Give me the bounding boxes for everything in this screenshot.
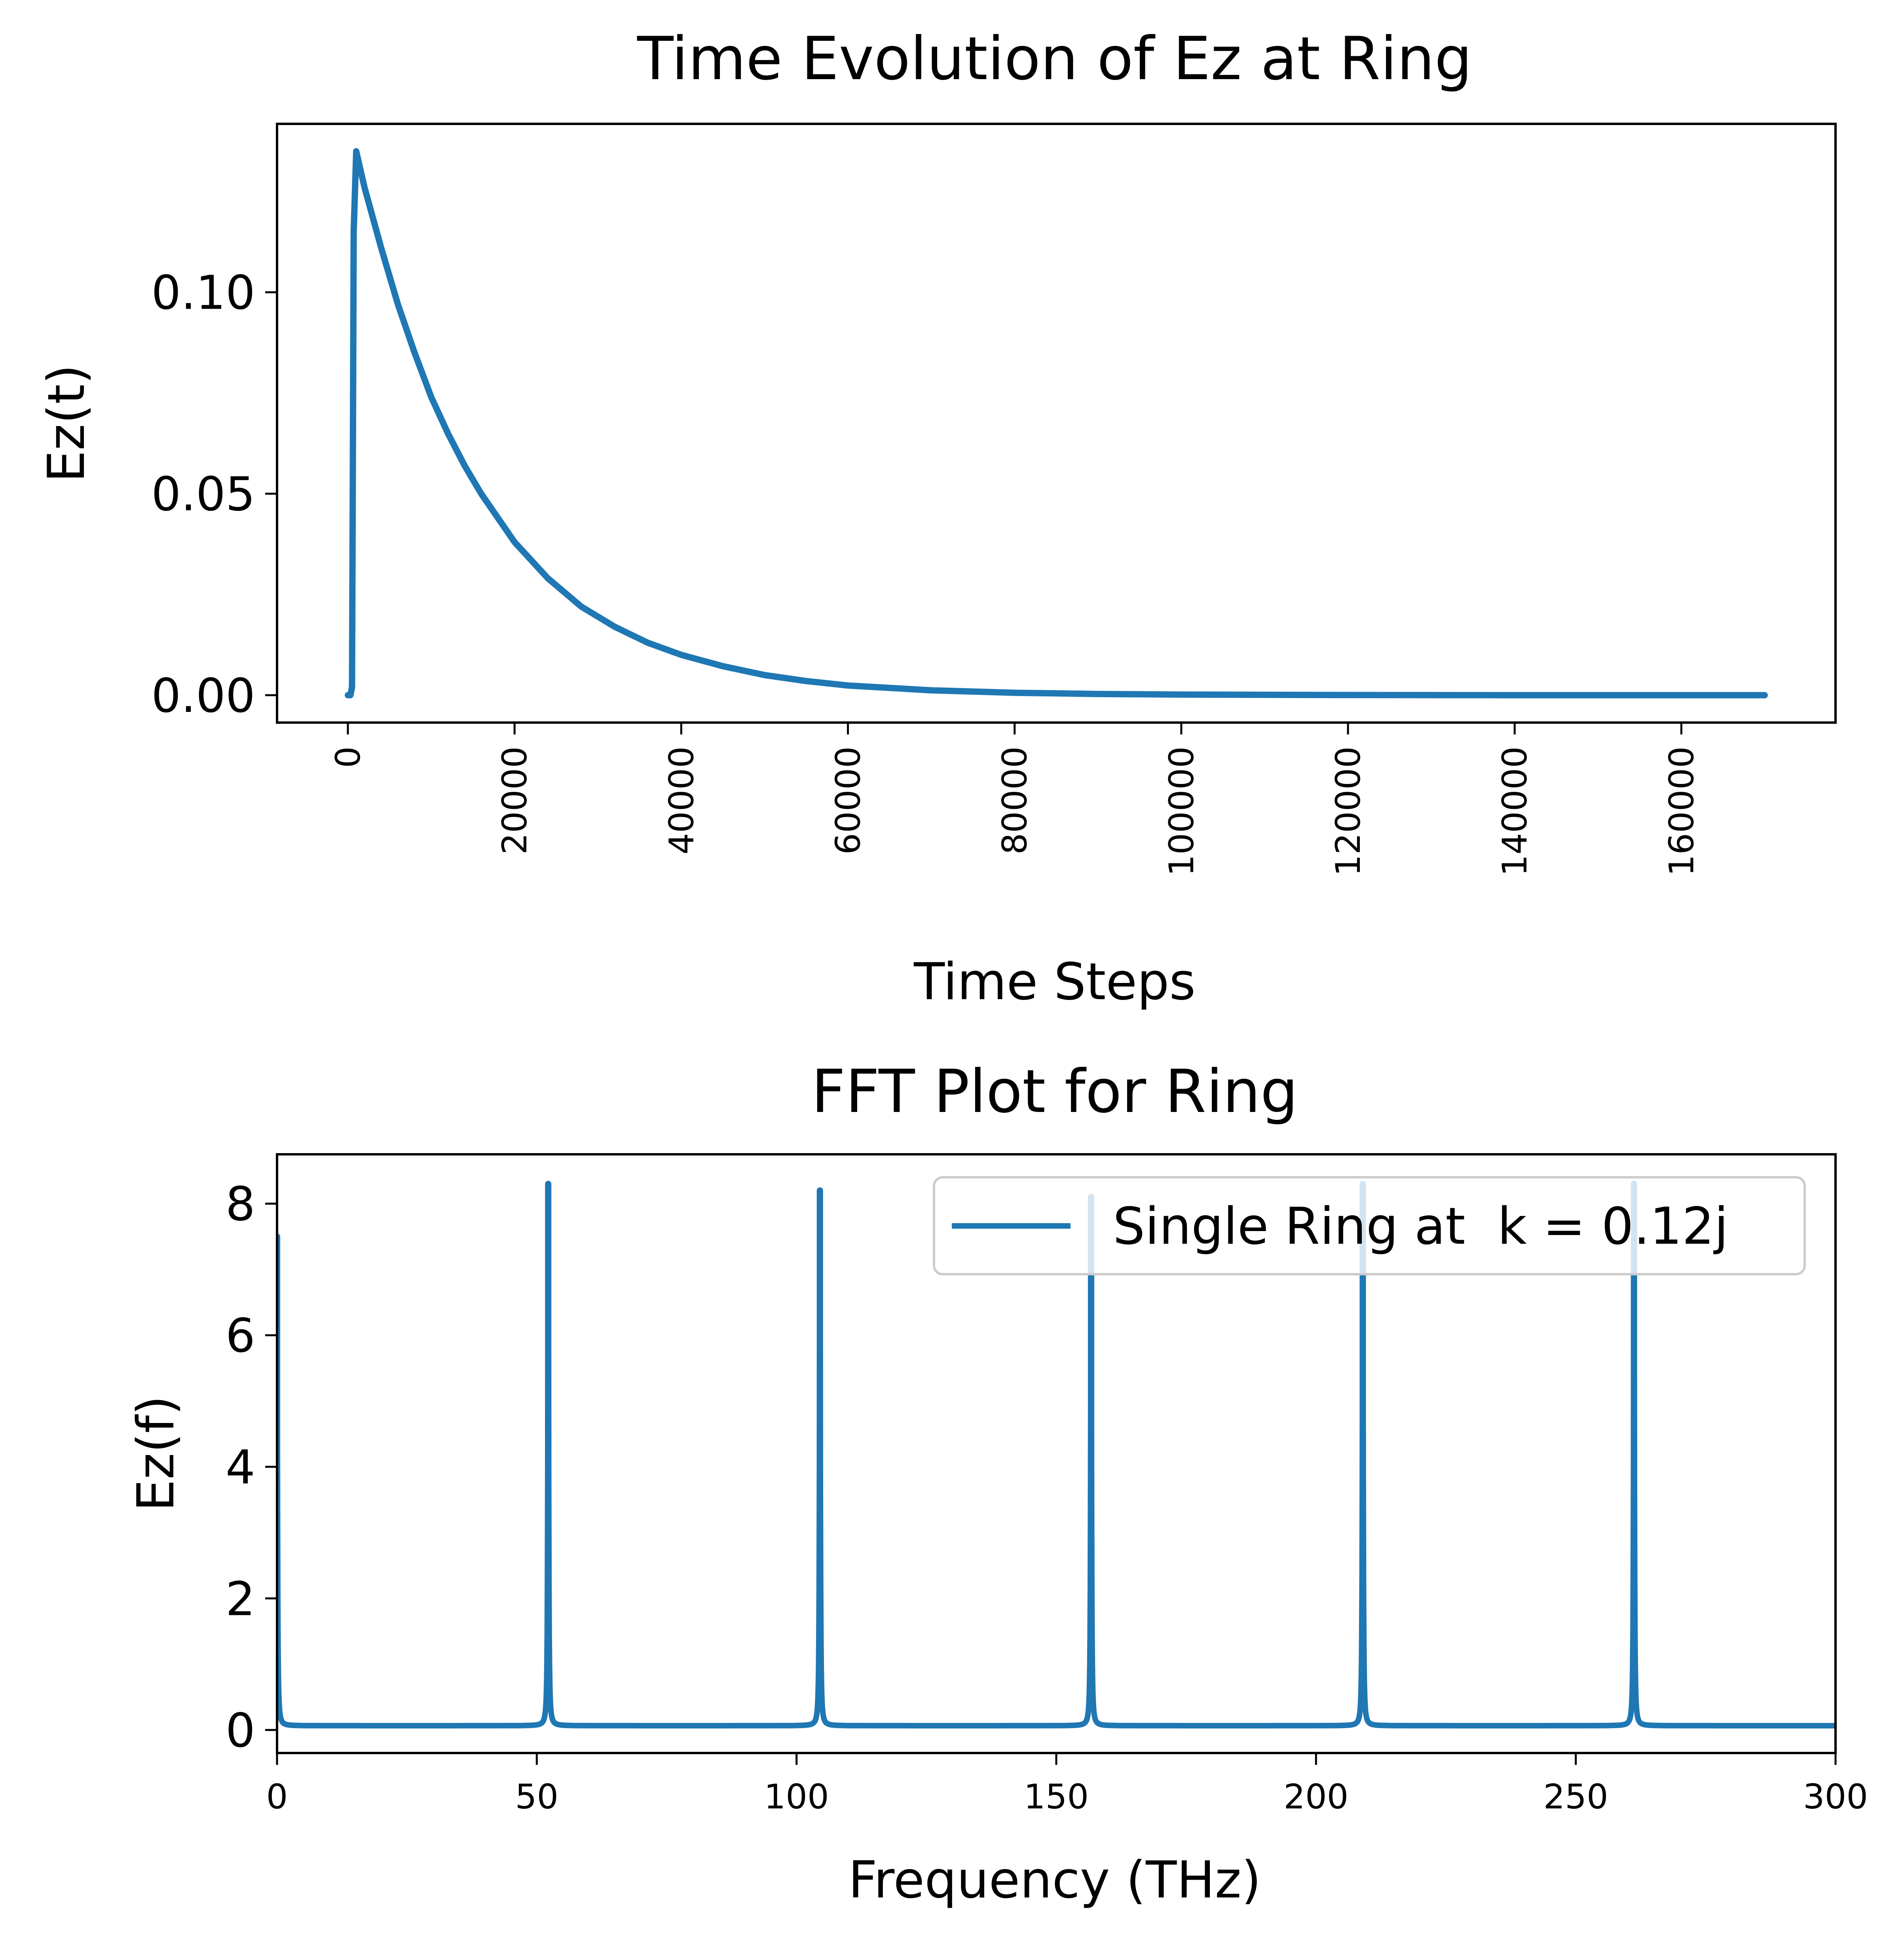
- x-tick-label: 0: [266, 1777, 288, 1817]
- legend: Single Ring at k = 0.12j: [933, 1176, 1806, 1275]
- x-tick-label: 250: [1543, 1777, 1608, 1817]
- chart-title: Time Evolution of Ez at Ring: [637, 25, 1472, 93]
- x-tick-label: 140000: [1495, 746, 1535, 876]
- legend-entry-label: Single Ring at k = 0.12j: [1113, 1197, 1728, 1256]
- y-axis-label: Ez(f): [127, 1396, 186, 1512]
- time-evolution-chart: Time Evolution of Ez at Ring 0 20000 40000…: [37, 25, 1837, 1011]
- y-tick-label: 0.10: [151, 266, 255, 320]
- y-tick-label: 0: [226, 1703, 255, 1758]
- x-axis-label: Time Steps: [913, 952, 1196, 1011]
- time-series-line: [345, 148, 1768, 698]
- plot-area-frame: [276, 123, 1837, 724]
- x-tick-label: 160000: [1662, 746, 1701, 876]
- x-tick-label: 100000: [1162, 746, 1202, 876]
- x-tick-label: 100: [764, 1777, 829, 1817]
- x-axis-label: Frequency (THz): [848, 1851, 1261, 1910]
- y-tick-label: 4: [226, 1440, 255, 1495]
- x-tick-label: 60000: [829, 746, 868, 855]
- fft-series-line: [277, 1181, 1836, 1728]
- y-tick-label: 6: [226, 1308, 255, 1363]
- y-tick-label: 2: [226, 1571, 255, 1626]
- chart-title: FFT Plot for Ring: [811, 1057, 1298, 1126]
- y-axis-label: Ez(t): [37, 364, 96, 482]
- x-tick-label: 50: [515, 1777, 558, 1817]
- y-tick-label: 8: [226, 1177, 255, 1231]
- x-tick-label: 20000: [495, 746, 535, 855]
- x-tick-label: 150: [1024, 1777, 1089, 1817]
- y-tick-label: 0.05: [151, 467, 255, 522]
- x-tick-label: 80000: [995, 746, 1035, 855]
- y-tick-label: 0.00: [151, 668, 255, 723]
- legend-box: [933, 1176, 1806, 1275]
- x-tick-label: 0: [328, 746, 368, 768]
- x-tick-label: 120000: [1329, 746, 1368, 876]
- x-tick-label: 40000: [662, 746, 701, 855]
- fft-chart: FFT Plot for Ring 0 50 100 150 200 250 300 0 2 4…: [127, 1057, 1868, 1910]
- x-tick-label: 200: [1283, 1777, 1348, 1817]
- x-tick-label: 300: [1803, 1777, 1868, 1817]
